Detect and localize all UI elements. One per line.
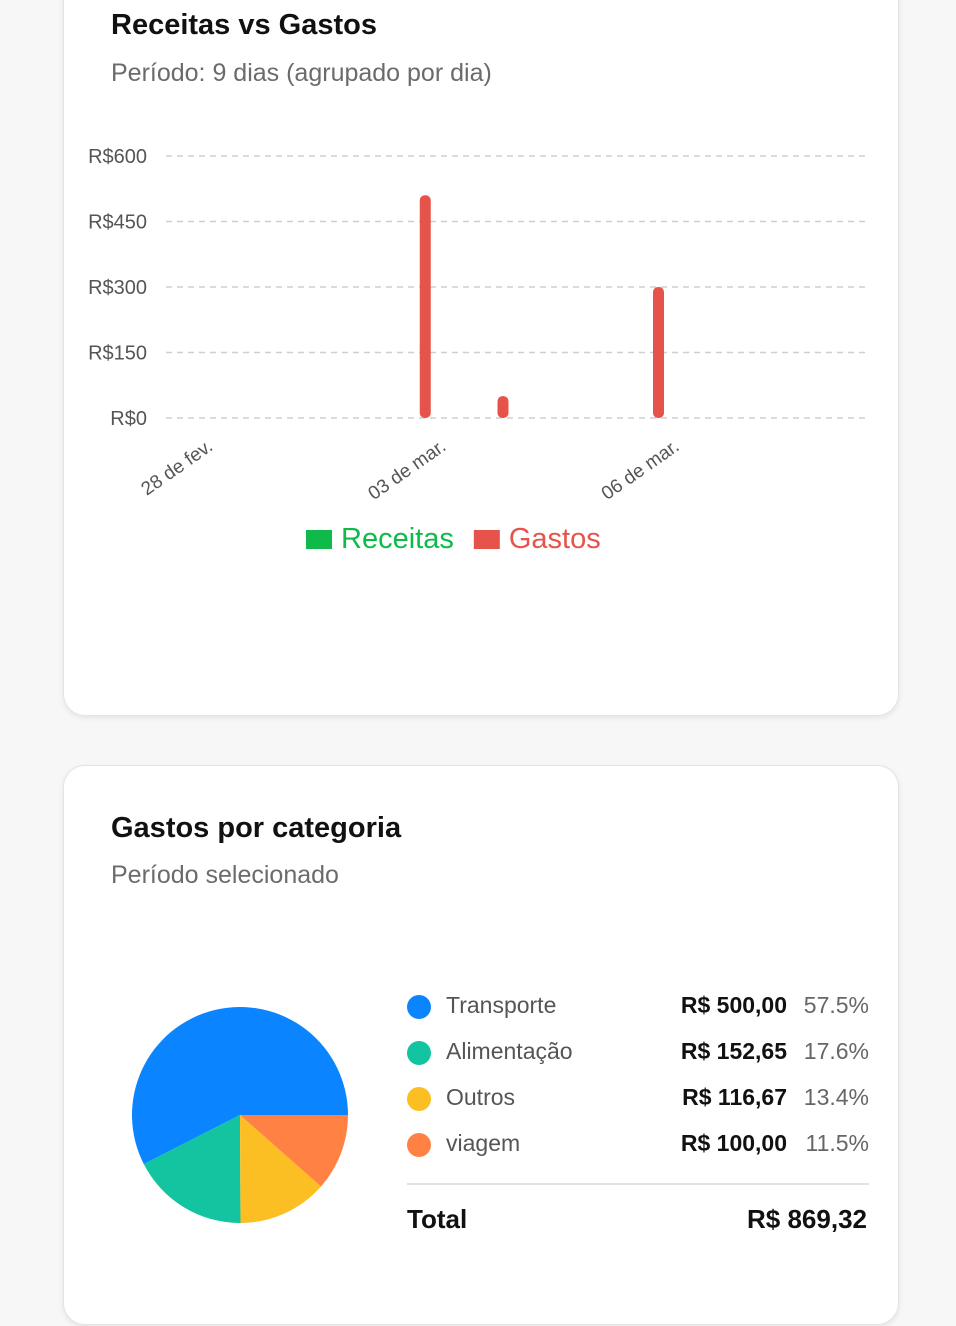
legend-category-percent: 13.4% <box>803 1084 869 1110</box>
x-tick-label: 28 de fev. <box>138 436 217 500</box>
legend-category-percent: 11.5% <box>805 1130 869 1156</box>
legend-category-name: viagem <box>446 1130 521 1156</box>
legend-category-name: Transporte <box>446 992 557 1018</box>
legend-category-value: R$ 152,65 <box>680 1038 787 1064</box>
legend-category-value: R$ 500,00 <box>680 992 787 1018</box>
pie-slice-alimentação[interactable] <box>143 1115 241 1223</box>
expenses-by-category-card: Gastos por categoria Período selecionado… <box>63 765 899 1325</box>
pie-slice-transporte[interactable] <box>131 1007 348 1165</box>
legend-item[interactable]: viagem R$ 100,00 11.5% <box>407 1127 869 1161</box>
y-tick-label: R$150 <box>88 343 147 365</box>
income-vs-expenses-card: Receitas vs Gastos Período: 9 dias (agru… <box>63 0 899 716</box>
legend-item[interactable]: Alimentação R$ 152,65 17.6% <box>407 1035 869 1069</box>
y-tick-label: R$600 <box>88 146 147 168</box>
legend-category-value: R$ 116,67 <box>682 1084 787 1110</box>
card-subtitle: Período: 9 dias (agrupado por dia) <box>111 59 492 87</box>
y-tick-label: R$300 <box>88 277 147 299</box>
legend-item[interactable]: Transporte R$ 500,00 57.5% <box>407 989 869 1023</box>
total-value: R$ 869,32 <box>747 1204 867 1234</box>
card-title: Receitas vs Gastos <box>111 9 377 41</box>
legend-item[interactable]: Outros R$ 116,67 13.4% <box>407 1081 869 1115</box>
y-tick-label: R$450 <box>88 212 147 234</box>
legend-color-dot <box>407 1133 431 1157</box>
legend-color-dot <box>407 995 431 1019</box>
legend-color-dot <box>407 1041 431 1065</box>
y-tick-label: R$0 <box>110 408 147 430</box>
category-pie-chart <box>131 1007 348 1223</box>
bar-gastos[interactable] <box>497 396 509 418</box>
legend-label-gastos[interactable]: Gastos <box>509 523 601 555</box>
pie-slice-outros[interactable] <box>240 1115 321 1223</box>
bar-gastos[interactable] <box>653 287 664 418</box>
legend-category-percent: 17.6% <box>803 1038 869 1064</box>
bar-gastos[interactable] <box>419 195 431 418</box>
legend-color-dot <box>407 1087 431 1111</box>
pie-slice-viagem[interactable] <box>240 1115 348 1187</box>
legend-category-value: R$ 100,00 <box>680 1130 787 1156</box>
legend-swatch-gastos <box>473 530 500 549</box>
legend-category-name: Alimentação <box>446 1038 573 1064</box>
total-label: Total <box>407 1204 468 1234</box>
legend-category-name: Outros <box>446 1084 516 1110</box>
legend-category-percent: 57.5% <box>803 992 869 1018</box>
legend-divider <box>407 1183 869 1185</box>
legend-label-receitas[interactable]: Receitas <box>341 523 454 555</box>
card-subtitle: Período selecionado <box>111 861 339 889</box>
income-expenses-bar-chart: R$0 R$150 R$300 R$450 R$600 28 de fev. 03 de m… <box>88 146 866 555</box>
x-tick-label: 06 de mar. <box>598 436 684 505</box>
x-tick-label: 03 de mar. <box>365 436 451 505</box>
legend-swatch-receitas <box>306 530 332 549</box>
card-title: Gastos por categoria <box>111 812 402 844</box>
